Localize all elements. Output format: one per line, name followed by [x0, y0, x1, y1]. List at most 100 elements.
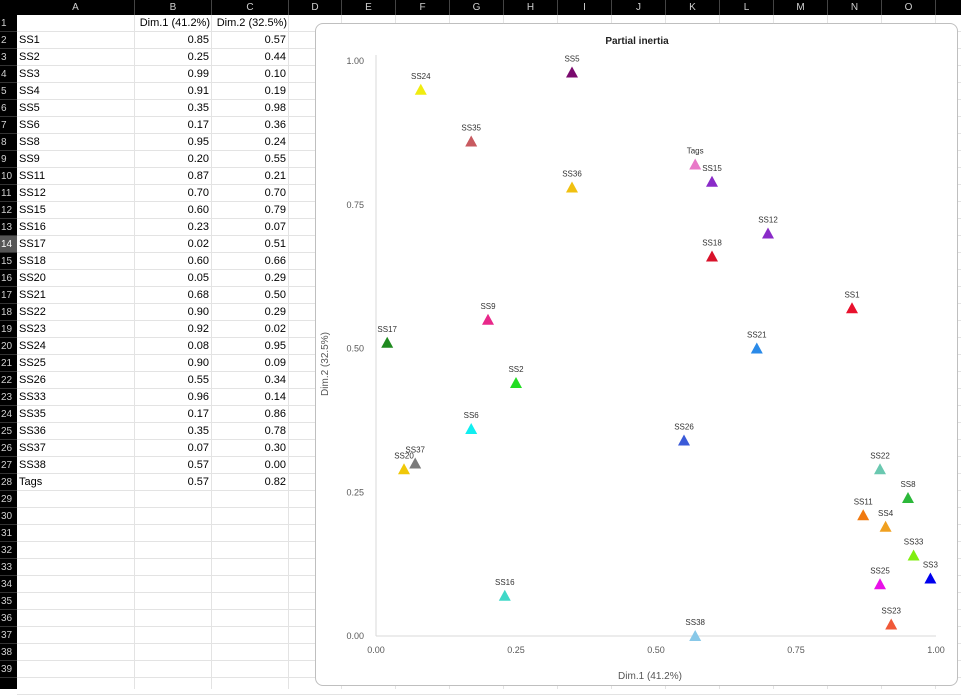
row-header-38[interactable]: 38: [0, 644, 17, 661]
row-header-24[interactable]: 24: [0, 406, 17, 423]
data-point-ss4[interactable]: SS4: [878, 509, 894, 532]
dim2-cell[interactable]: 0.51: [264, 238, 286, 250]
dim1-cell[interactable]: 0.70: [187, 187, 209, 199]
data-point-ss16[interactable]: SS16: [495, 578, 515, 601]
row-header-28[interactable]: 28: [0, 474, 17, 491]
column-header-j[interactable]: J: [612, 0, 666, 15]
column-header-i[interactable]: I: [558, 0, 612, 15]
row-header-4[interactable]: 4: [0, 66, 17, 83]
row-header-16[interactable]: 16: [0, 270, 17, 287]
label-cell[interactable]: SS3: [19, 68, 40, 80]
dim1-cell[interactable]: 0.17: [187, 408, 209, 420]
data-point-ss23[interactable]: SS23: [881, 607, 902, 630]
label-cell[interactable]: SS25: [19, 357, 46, 369]
label-cell[interactable]: SS5: [19, 102, 40, 114]
row-header-34[interactable]: 34: [0, 576, 17, 593]
header-dim1-cell[interactable]: Dim.1 (41.2%): [139, 17, 210, 29]
dim2-cell[interactable]: 0.24: [264, 136, 286, 148]
data-point-ss35[interactable]: SS35: [461, 124, 482, 147]
row-header-36[interactable]: 36: [0, 610, 17, 627]
dim2-cell[interactable]: 0.36: [264, 119, 286, 131]
label-cell[interactable]: SS12: [19, 187, 46, 199]
data-point-ss12[interactable]: SS12: [758, 216, 778, 239]
label-cell[interactable]: SS24: [19, 340, 46, 352]
triangle-marker[interactable]: [874, 463, 886, 475]
data-point-ss2[interactable]: SS2: [508, 365, 524, 388]
triangle-marker[interactable]: [750, 342, 763, 354]
triangle-marker[interactable]: [566, 66, 578, 78]
row-header-1[interactable]: 1: [0, 15, 17, 32]
triangle-marker[interactable]: [902, 492, 914, 503]
dim1-cell[interactable]: 0.91: [187, 85, 209, 97]
column-header-n[interactable]: N: [828, 0, 882, 15]
dim1-cell[interactable]: 0.87: [187, 170, 209, 182]
label-cell[interactable]: SS2: [19, 51, 40, 63]
scatter-chart[interactable]: Partial inertia Dim.1 (41.2%) Dim.2 (32.…: [315, 23, 958, 686]
triangle-marker[interactable]: [857, 509, 870, 521]
dim2-cell[interactable]: 0.57: [264, 34, 286, 46]
row-header-11[interactable]: 11: [0, 185, 17, 202]
row-header-31[interactable]: 31: [0, 525, 17, 542]
triangle-marker[interactable]: [409, 457, 422, 469]
label-cell[interactable]: SS26: [19, 374, 46, 386]
dim1-cell[interactable]: 0.60: [187, 255, 209, 267]
row-header-35[interactable]: 35: [0, 593, 17, 610]
data-point-ss3[interactable]: SS3: [923, 561, 939, 584]
dim2-cell[interactable]: 0.09: [264, 357, 286, 369]
row-header-30[interactable]: 30: [0, 508, 17, 525]
row-header-23[interactable]: 23: [0, 389, 17, 406]
label-cell[interactable]: SS33: [19, 391, 46, 403]
row-header-6[interactable]: 6: [0, 100, 17, 117]
triangle-marker[interactable]: [706, 250, 718, 262]
triangle-marker[interactable]: [510, 377, 522, 388]
data-point-ss5[interactable]: SS5: [564, 55, 580, 78]
dim2-cell[interactable]: 0.21: [264, 170, 286, 182]
dim1-cell[interactable]: 0.90: [187, 357, 209, 369]
data-point-ss6[interactable]: SS6: [464, 411, 480, 434]
triangle-marker[interactable]: [885, 618, 898, 630]
triangle-marker[interactable]: [689, 158, 702, 170]
label-cell[interactable]: SS9: [19, 153, 40, 165]
column-header-h[interactable]: H: [504, 0, 558, 15]
label-cell[interactable]: SS1: [19, 34, 40, 46]
column-header-l[interactable]: L: [720, 0, 774, 15]
triangle-marker[interactable]: [907, 549, 920, 561]
row-header-8[interactable]: 8: [0, 134, 17, 151]
column-header-a[interactable]: A: [17, 0, 135, 15]
label-cell[interactable]: SS18: [19, 255, 46, 267]
dim2-cell[interactable]: 0.86: [264, 408, 286, 420]
row-header-20[interactable]: 20: [0, 338, 17, 355]
dim1-cell[interactable]: 0.60: [187, 204, 209, 216]
dim1-cell[interactable]: 0.23: [187, 221, 209, 233]
triangle-marker[interactable]: [924, 572, 937, 584]
label-cell[interactable]: SS8: [19, 136, 40, 148]
data-point-ss9[interactable]: SS9: [480, 302, 496, 325]
triangle-marker[interactable]: [498, 589, 511, 601]
row-header-15[interactable]: 15: [0, 253, 17, 270]
dim1-cell[interactable]: 0.07: [187, 442, 209, 454]
triangle-marker[interactable]: [879, 520, 892, 532]
dim1-cell[interactable]: 0.85: [187, 34, 209, 46]
dim2-cell[interactable]: 0.00: [264, 459, 286, 471]
triangle-marker[interactable]: [381, 336, 394, 348]
data-point-ss1[interactable]: SS1: [844, 290, 860, 314]
data-point-ss15[interactable]: SS15: [702, 164, 722, 187]
data-point-ss26[interactable]: SS26: [674, 423, 694, 446]
column-header-e[interactable]: E: [342, 0, 396, 15]
data-point-tags[interactable]: Tags: [687, 147, 704, 170]
dim1-cell[interactable]: 0.57: [187, 459, 209, 471]
row-header-19[interactable]: 19: [0, 321, 17, 338]
dim2-cell[interactable]: 0.82: [264, 476, 286, 488]
triangle-marker[interactable]: [706, 175, 718, 187]
data-point-ss24[interactable]: SS24: [411, 72, 431, 95]
label-cell[interactable]: SS38: [19, 459, 46, 471]
label-cell[interactable]: SS23: [19, 323, 46, 335]
triangle-marker[interactable]: [465, 423, 478, 434]
row-header-39[interactable]: 39: [0, 661, 17, 678]
data-point-ss36[interactable]: SS36: [562, 170, 582, 193]
dim2-cell[interactable]: 0.55: [264, 153, 286, 165]
data-point-ss33[interactable]: SS33: [904, 538, 924, 561]
row-header-7[interactable]: 7: [0, 117, 17, 134]
dim1-cell[interactable]: 0.96: [187, 391, 209, 403]
dim1-cell[interactable]: 0.02: [187, 238, 209, 250]
